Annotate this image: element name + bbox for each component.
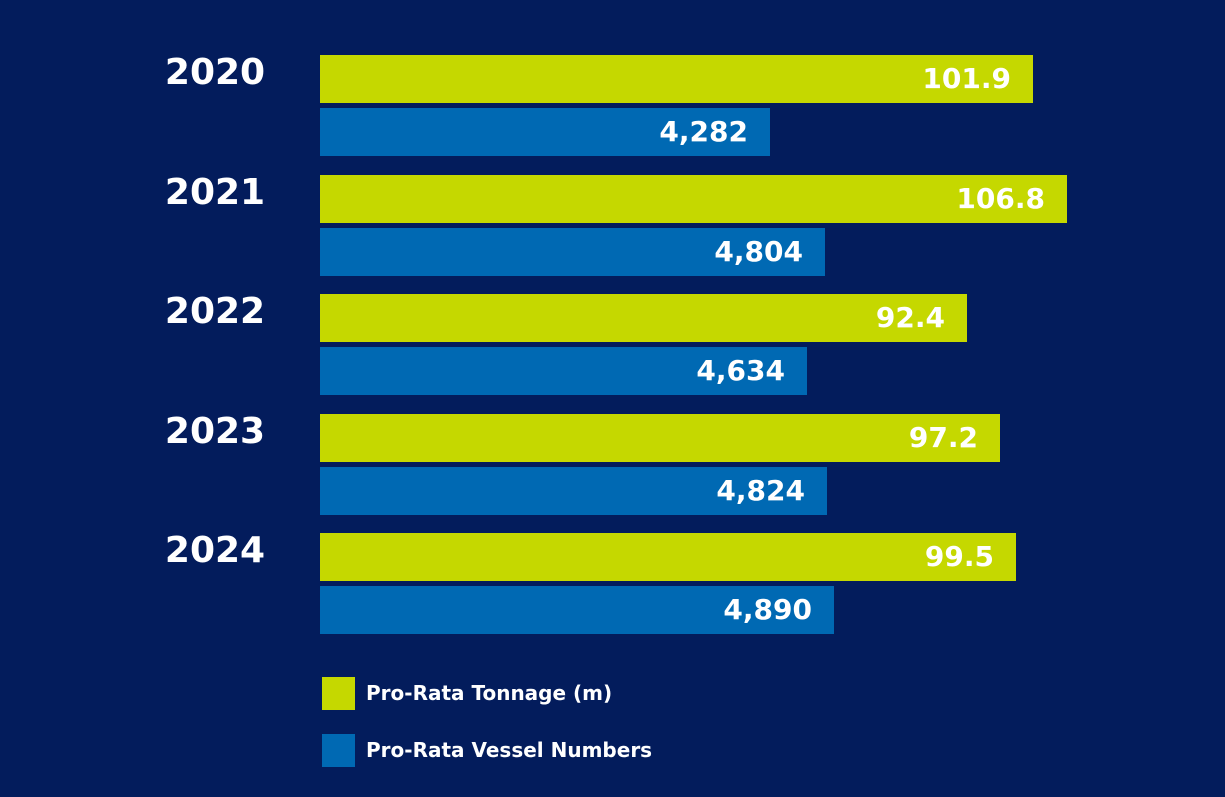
bar-value-label: 106.8: [956, 181, 1045, 215]
bar-value-label: 99.5: [924, 540, 994, 573]
bar-tonnage-2022: 92.4: [320, 294, 967, 342]
year-label-2021: 2021: [164, 171, 266, 213]
year-label-2020: 2020: [164, 52, 266, 93]
bar-value-label: 4,634: [696, 354, 785, 387]
legend-item-tonnage: Pro-Rata Tonnage (m): [322, 676, 612, 710]
bar-tonnage-2023: 97.2: [320, 413, 1000, 462]
bar-value-label: 101.9: [922, 62, 1011, 95]
bar-tonnage-2020: 101.9: [320, 55, 1033, 103]
bar-value-label: 4,804: [714, 234, 803, 268]
bar-value-label: 92.4: [875, 301, 945, 334]
year-label-2022: 2022: [164, 291, 266, 332]
bar-tonnage-2021: 106.8: [320, 174, 1067, 223]
legend-label-tonnage: Pro-Rata Tonnage (m): [366, 681, 613, 705]
legend-swatch-tonnage: [322, 676, 355, 710]
bar-value-label: 4,890: [723, 593, 812, 626]
bar-vessels-2021: 4,804: [320, 227, 825, 276]
bar-vessels-2020: 4,282: [320, 108, 770, 156]
bar-vessels-2024: 4,890: [320, 586, 834, 634]
legend-label-vessels: Pro-Rata Vessel Numbers: [366, 738, 653, 762]
bar-value-label: 4,824: [716, 473, 805, 507]
bar-value-label: 4,282: [659, 115, 748, 148]
legend-item-vessels: Pro-Rata Vessel Numbers: [322, 733, 652, 767]
year-label-2024: 2024: [164, 530, 266, 571]
bar-tonnage-2024: 99.5: [320, 533, 1016, 581]
bar-value-label: 97.2: [908, 420, 978, 454]
legend-swatch-vessels: [322, 733, 355, 767]
bar-vessels-2022: 4,634: [320, 347, 807, 395]
bar-vessels-2023: 4,824: [320, 466, 827, 515]
year-label-2023: 2023: [164, 410, 266, 452]
